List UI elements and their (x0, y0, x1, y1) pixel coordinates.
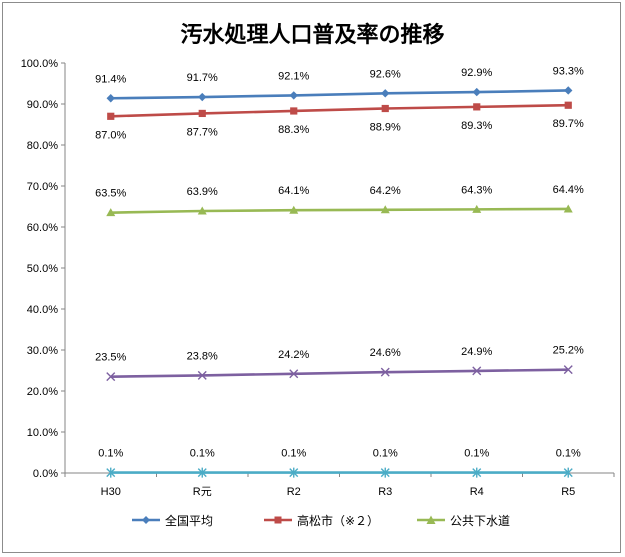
data-label: 87.0% (95, 129, 126, 141)
x-tick-label: R2 (287, 486, 301, 498)
series-line (110, 368, 569, 378)
y-tick-label: 90.0% (27, 99, 58, 111)
data-point (472, 87, 481, 97)
data-label: 87.7% (187, 126, 218, 138)
legend-label: 全国平均 (165, 513, 214, 528)
data-point (563, 365, 573, 375)
data-label: 89.3% (461, 120, 492, 132)
y-tick-label: 10.0% (27, 427, 58, 439)
data-point (289, 205, 299, 214)
data-point (380, 367, 390, 377)
y-tick-label: 70.0% (27, 181, 58, 193)
data-point (107, 112, 115, 120)
y-tick-label: 80.0% (27, 140, 58, 152)
y-tick-label: 50.0% (27, 263, 58, 275)
data-label: 64.1% (278, 185, 309, 197)
data-label: 24.6% (370, 347, 401, 359)
data-label: 92.9% (461, 67, 492, 79)
data-point (289, 91, 298, 100)
data-label: 64.2% (370, 185, 401, 197)
data-label: 0.1% (556, 448, 581, 460)
data-label: 0.1% (373, 448, 398, 460)
data-point (106, 372, 116, 382)
data-label: 91.7% (187, 72, 218, 84)
series-line (110, 207, 569, 214)
data-label: 92.6% (370, 68, 401, 80)
data-label: 0.1% (98, 448, 123, 460)
data-label: 0.1% (464, 448, 489, 460)
data-point (197, 206, 207, 215)
y-tick-label: 100.0% (21, 58, 59, 70)
data-point (564, 86, 573, 95)
data-point (380, 205, 390, 214)
chart-frame: 汚水処理人口普及率の推移 0.0% 10.0% 20.0% 30.0% 40.0% 50.… (2, 2, 621, 553)
x-tick-label: R5 (561, 486, 575, 498)
legend: 全国平均 高松市（※２） 公共下水道 (3, 510, 622, 530)
data-label: 93.3% (553, 65, 584, 77)
data-point (472, 467, 482, 478)
series-line (110, 89, 569, 100)
data-label: 24.9% (461, 346, 492, 358)
data-point (106, 467, 116, 478)
data-label: 23.8% (187, 350, 218, 362)
y-tick-label: 0.0% (33, 468, 58, 480)
x-tick-label: R3 (378, 486, 392, 498)
legend-item: 公共下水道 (416, 510, 510, 530)
x-tick-label: R元 (193, 486, 212, 498)
data-point (472, 204, 482, 213)
legend-swatch (264, 516, 292, 524)
data-point (563, 204, 573, 213)
data-point (380, 467, 390, 478)
data-point (289, 369, 299, 379)
data-point (197, 370, 207, 380)
data-point (197, 467, 207, 478)
y-tick-label: 40.0% (27, 304, 58, 316)
data-point (563, 467, 573, 478)
data-point (106, 94, 115, 103)
data-point (106, 208, 116, 217)
data-point (473, 103, 481, 111)
legend-label: 公共下水道 (450, 513, 511, 528)
data-label: 0.1% (281, 448, 306, 460)
legend-item: 高松市（※２） (263, 510, 379, 530)
y-tick-label: 20.0% (27, 386, 58, 398)
legend-label: 高松市（※２） (297, 513, 380, 528)
data-label: 0.1% (190, 448, 215, 460)
data-point (198, 92, 207, 102)
legend-swatch (132, 516, 160, 524)
data-point (381, 104, 389, 113)
legend-item: 全国平均 (131, 510, 213, 530)
data-point (290, 107, 298, 115)
data-point (381, 89, 390, 98)
data-label: 64.4% (553, 184, 584, 196)
x-tick-label: H30 (101, 486, 121, 498)
data-point (472, 366, 482, 376)
series-line (110, 103, 569, 118)
data-label: 89.7% (553, 118, 584, 130)
data-point (289, 467, 299, 478)
data-label: 23.5% (95, 352, 126, 364)
data-label: 63.9% (187, 186, 218, 198)
data-label: 24.2% (278, 349, 309, 361)
y-tick-label: 60.0% (27, 222, 58, 234)
chart-title: 汚水処理人口普及率の推移 (180, 23, 445, 48)
data-point (564, 101, 572, 109)
x-tick-label: R4 (470, 486, 484, 498)
data-label: 88.9% (370, 122, 401, 134)
data-label: 64.3% (461, 184, 492, 196)
data-label: 25.2% (553, 345, 584, 357)
data-point (198, 109, 206, 118)
data-label: 91.4% (95, 73, 126, 85)
data-label: 63.5% (95, 188, 126, 200)
y-tick-label: 30.0% (27, 345, 58, 357)
legend-swatch (417, 515, 445, 524)
data-label: 88.3% (278, 124, 309, 136)
data-label: 92.1% (278, 70, 309, 82)
line-chart: 0.0% 10.0% 20.0% 30.0% 40.0% 50.0% 60.0% 70.0% 8… (21, 58, 615, 498)
